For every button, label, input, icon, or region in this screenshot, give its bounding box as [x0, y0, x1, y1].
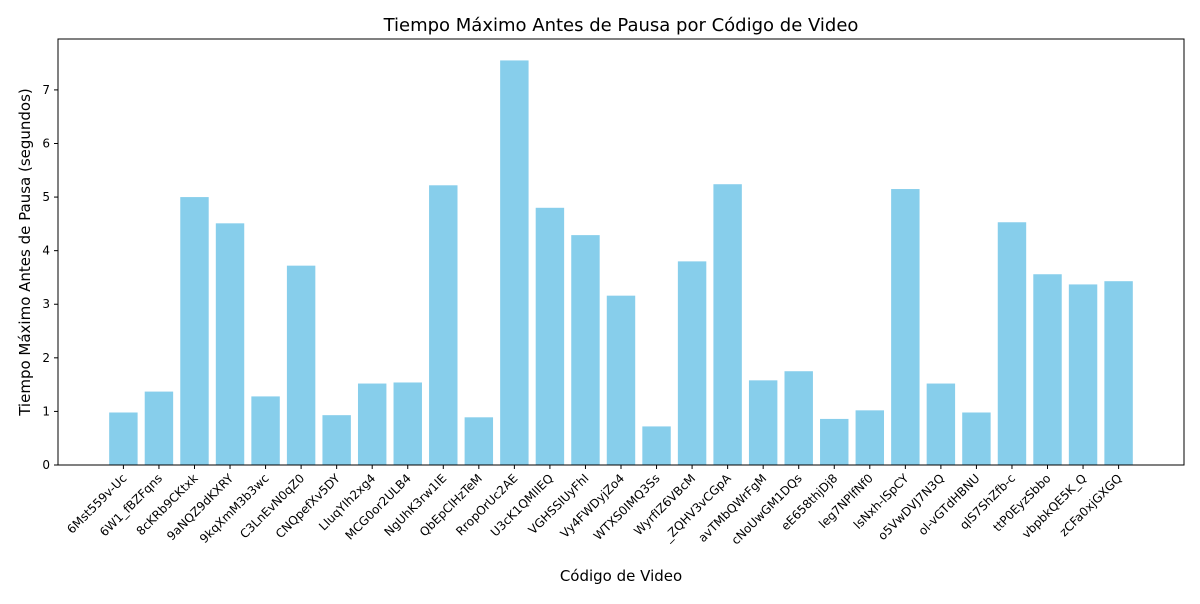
bar-RropOrUc2AE	[500, 60, 529, 466]
bar-eE658thjDj8	[820, 418, 849, 465]
x-tick-label: QbEpClHzTeM	[417, 471, 485, 539]
bar-leg7NPlfNf0	[855, 410, 885, 465]
x-tick-label: 6Mst559v-Uc	[64, 471, 129, 536]
plot-frame	[57, 38, 1185, 466]
y-tick-label: 0	[42, 458, 50, 472]
x-axis: 6Mst559v-Uc6W1_fBZFqns8cKRb9CKtxk9aNQZ9d…	[64, 465, 1125, 547]
x-tick-label: zCFa0xjGXGQ	[1057, 471, 1125, 539]
bar-9kqXmM3b3wc	[251, 396, 280, 465]
bar-6Mst559v-Uc	[109, 412, 138, 465]
x-tick-label: RropOrUc2AE	[453, 471, 520, 538]
y-axis-label: Tiempo Máximo Antes de Pausa (segundos)	[16, 88, 34, 417]
y-tick-label: 2	[42, 351, 50, 365]
bar-ttP0EyzSbbo	[1033, 274, 1062, 465]
x-tick-label: 8cKRb9CKtxk	[134, 471, 201, 538]
bar-QbEpClHzTeM	[464, 417, 494, 465]
bar-_ZQHV3vCGpA	[713, 184, 742, 465]
bar-lsNxh-lSpCY	[891, 189, 920, 466]
y-tick-label: 5	[42, 190, 50, 204]
chart-title: Tiempo Máximo Antes de Pausa por Código …	[383, 15, 859, 36]
y-tick-label: 7	[42, 83, 50, 97]
x-tick-label: 6W1_fBZFqns	[97, 471, 165, 539]
bar-MCG0or2ULB4	[393, 382, 422, 465]
x-tick-label: ol-vGTdHBNU	[916, 471, 983, 538]
x-tick-label: NgUhK3rw1IE	[382, 471, 450, 539]
bar-LIuqYIh2xg4	[357, 383, 387, 465]
bar-WyrfIZ6VBcM	[677, 261, 707, 465]
bar-6W1_fBZFqns	[144, 391, 174, 465]
bar-ol-vGTdHBNU	[962, 412, 991, 465]
bar-avTMbQWrFgM	[748, 380, 778, 465]
bar-Vy4FWDyjZo4	[606, 295, 636, 465]
x-tick-label: WyrfIZ6VBcM	[631, 471, 698, 538]
x-tick-label: U3cK1QMIIEQ	[488, 471, 556, 539]
bar-o5VwDVJ7N3Q	[926, 383, 956, 465]
y-axis: 0 1 2 3 4 5 6 7	[42, 83, 58, 472]
y-tick-label: 1	[42, 404, 50, 418]
bar-WTXS0IMQ3Ss	[642, 426, 671, 465]
y-tick-label: 6	[42, 136, 50, 150]
y-tick-label: 3	[42, 297, 50, 311]
bars-layer	[109, 60, 1133, 466]
bar-U3cK1QMIIEQ	[535, 207, 565, 466]
bar-9aNQZ9dKXRY	[215, 223, 245, 465]
x-axis-label: Código de Video	[560, 567, 682, 585]
bar-C3LnEvN0qZ0	[286, 265, 316, 465]
bar-CNQpefXv5DY	[322, 415, 351, 465]
bar-qlS7ShZfb-c	[997, 222, 1027, 465]
bar-vbpbkQE5K_Q	[1068, 284, 1098, 465]
bar-8cKRb9CKtxk	[180, 197, 209, 465]
bar-cNoUwGM1DQs	[784, 371, 813, 465]
y-tick-label: 4	[42, 244, 50, 258]
bar-zCFa0xjGXGQ	[1104, 281, 1133, 465]
bar-NgUhK3rw1IE	[429, 185, 458, 466]
bar-VGHSSIUyFhI	[571, 235, 600, 465]
